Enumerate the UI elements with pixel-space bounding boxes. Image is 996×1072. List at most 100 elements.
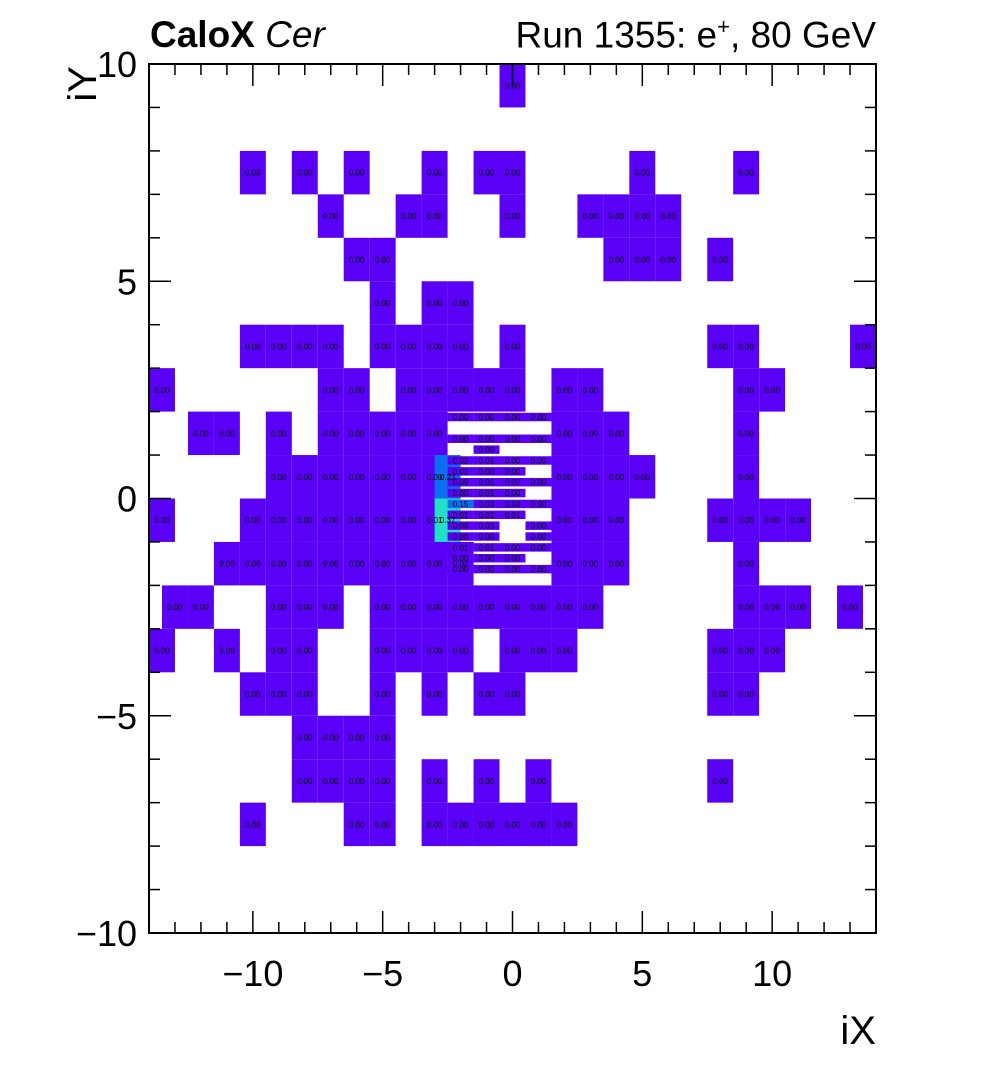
heatmap-cell [421,411,448,456]
heatmap-cell [603,194,630,238]
cell-value-label: 0.00 [453,820,469,829]
cell-value-label: 0.00 [297,690,313,699]
cell-value-label: 0.01 [479,511,495,520]
heatmap-cell [395,541,422,586]
heatmap-cell [343,411,370,456]
heatmap-cell [850,324,876,369]
heatmap-cell [551,802,578,847]
cell-value-label: 0.00 [271,516,287,525]
cell-value-label: 0.00 [609,473,625,482]
cell-value-label: 0.00 [583,560,599,569]
cell-value-label: 0.00 [427,603,443,612]
heatmap-cell [421,672,448,716]
heatmap-cell [291,672,318,716]
run-prefix: Run 1355: e [515,14,718,56]
run-info: Run 1355: e+, 80 GeV [516,14,877,56]
heatmap-cell [785,498,812,542]
heatmap-cell [369,237,396,282]
heatmap-cell [551,628,578,673]
heatmap-cell [655,194,682,238]
fine-heatmap-cell [447,554,474,563]
heatmap-cell [343,759,370,803]
cell-value-label: 0.00 [738,516,754,525]
heatmap-cell [603,498,630,542]
fine-heatmap-cell [447,510,474,520]
cell-value-label: 0.00 [479,169,495,178]
fine-heatmap-cell [473,434,500,443]
fine-heatmap-cell [499,543,526,552]
fine-heatmap-cell [473,532,500,541]
cell-value-label: 0.09 [453,478,469,487]
cell-value-label: 0.00 [271,342,287,351]
cell-value-label: 0.00 [323,342,339,351]
heatmap-cell [369,628,396,673]
heatmap-cell [447,585,474,629]
cell-value-label: 0.00 [375,299,391,308]
cell-value-label: 0.00 [271,560,287,569]
heatmap-cell [421,194,448,238]
cell-value-label: 0.00 [531,478,547,487]
heatmap-cell [707,237,734,282]
heatmap-cell [317,498,344,542]
heatmap-cell [369,281,396,325]
cell-value-label: 0.00 [375,820,391,829]
heatmap-cell [291,541,318,586]
fine-heatmap-cell [447,412,474,422]
cell-value-label: 0.00 [375,473,391,482]
heatmap-cell [291,628,318,673]
cell-value-label: 0.00 [531,522,547,531]
cell-value-label: 0.00 [764,516,780,525]
heatmap-cell [525,628,552,673]
cell-value-label: 0.00 [349,733,365,742]
cell-value-label: 0.00 [245,820,261,829]
cell-value-label: 0.00 [427,820,443,829]
cell-value-label: 0.00 [505,820,521,829]
heatmap-cell [213,411,240,456]
cell-value-label: 0.00 [583,429,599,438]
fine-heatmap-cell [473,477,500,487]
cell-value-label: 0.00 [609,560,625,569]
cell-value-label: 0.00 [531,603,547,612]
heatmap-cell [421,150,448,195]
cell-value-label: 0.00 [427,473,443,482]
cell-value-label: 0.00 [738,429,754,438]
heatmap-cell [525,802,552,847]
heatmap-cell [629,194,656,238]
cell-value-label: 0.00 [479,777,495,786]
y-tick-label: −5 [96,696,137,737]
heatmap-cell [421,628,448,673]
heatmap-cell [421,759,448,803]
fine-heatmap-cell [447,499,474,509]
heatmap-cell [733,324,760,369]
channel-name: Cer [265,14,325,55]
cell-value-label: 0.00 [453,489,469,498]
cell-value-label: 0.00 [738,342,754,351]
cell-value-label: 0.00 [349,256,365,265]
cell-value-label: 0.00 [297,647,313,656]
cell-value-label: 0.00 [738,647,754,656]
cell-value-label: 0.00 [453,554,469,563]
fine-heatmap-cell [499,564,526,574]
heatmap-cell [551,585,578,629]
heatmap-cell [421,368,448,412]
y-axis-label: iY [61,66,105,102]
cell-value-label: 0.00 [583,603,599,612]
fine-heatmap-cell [473,564,500,574]
cell-value-label: 0.00 [271,473,287,482]
heatmap-cell [395,455,422,499]
run-charge: + [717,14,730,39]
heatmap-cell [707,672,734,716]
cell-value-label: 0.00 [453,647,469,656]
cell-value-label: 0.00 [271,429,287,438]
cell-value-label: 0.00 [531,435,547,444]
cell-value-label: 0.01 [479,543,495,552]
cell-value-label: 0.00 [583,386,599,395]
cell-value-label: 0.00 [427,169,443,178]
fine-heatmap-cell [473,456,500,465]
cell-value-label: 0.00 [764,603,780,612]
cell-value-label: 0.00 [349,473,365,482]
cell-value-label: 0.00 [609,212,625,221]
heatmap-cell [343,368,370,412]
heatmap-cell [317,455,344,499]
heatmap-cell [343,715,370,760]
